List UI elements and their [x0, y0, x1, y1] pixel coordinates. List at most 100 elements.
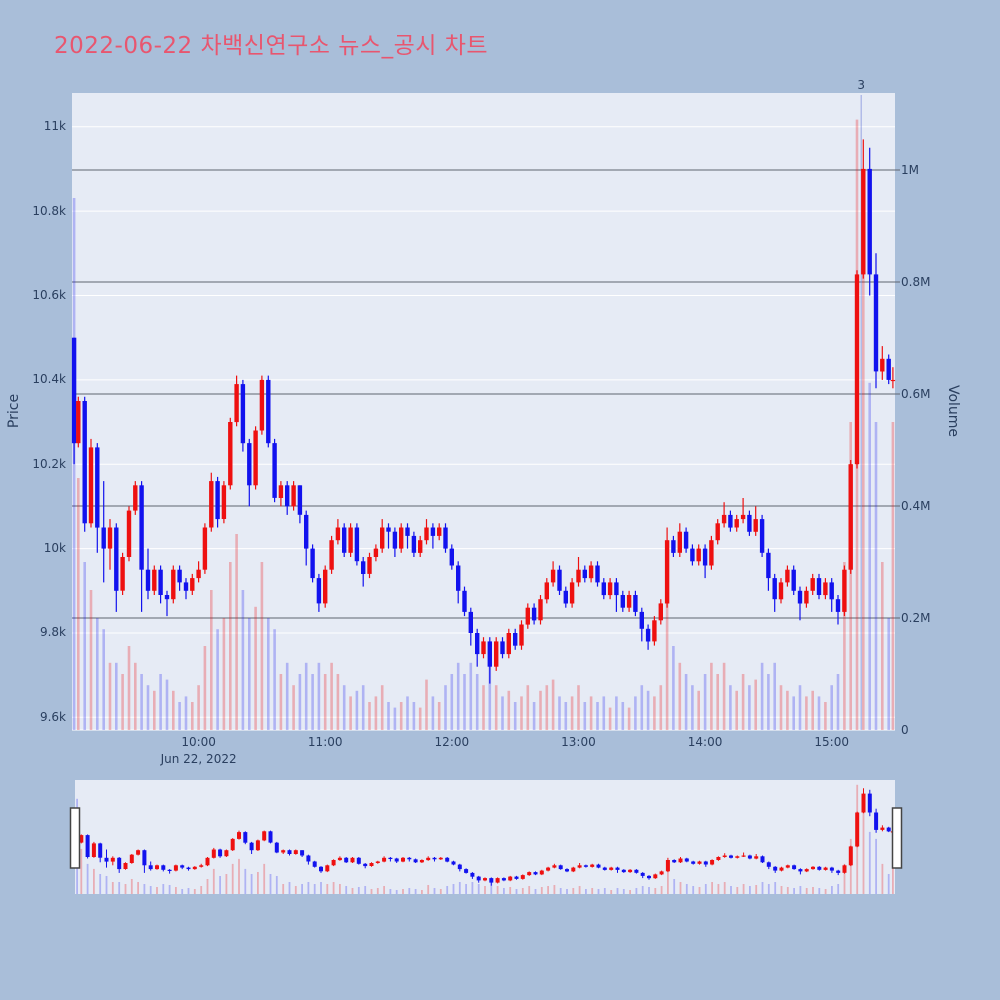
volume-bar: [545, 685, 549, 730]
candle-body: [418, 540, 423, 553]
main-plot-area[interactable]: [71, 93, 900, 731]
volume-bar: [843, 562, 846, 730]
candle-body: [659, 871, 664, 875]
candle-body: [804, 590, 809, 604]
volume-bar: [193, 889, 196, 894]
candle-body: [741, 855, 746, 857]
volume-bar: [406, 696, 409, 730]
candle-body: [495, 878, 500, 883]
volume-bar: [146, 685, 150, 730]
rangeslider-right-handle[interactable]: [891, 807, 903, 869]
candle-body: [520, 875, 525, 879]
volume-bar: [608, 707, 612, 730]
candle-body: [890, 379, 896, 382]
candle-body: [735, 856, 740, 858]
volume-bar: [317, 662, 321, 730]
candle-body: [645, 628, 651, 642]
volume-bar: [219, 876, 221, 894]
price-tick-label: 11k: [43, 119, 66, 134]
volume-tick-label: 0.8M: [901, 274, 931, 289]
rangeslider[interactable]: [69, 780, 903, 894]
candle-body: [218, 849, 223, 857]
candle-body: [114, 527, 119, 591]
volume-bar: [837, 884, 840, 894]
volume-bar: [503, 888, 505, 894]
volume-bar: [254, 606, 257, 730]
time-tick-label: 13:00: [561, 735, 596, 749]
volume-bar: [551, 679, 555, 730]
candle-body: [445, 857, 450, 862]
candle-body: [411, 535, 417, 553]
volume-bar: [307, 882, 310, 894]
candle-body: [123, 863, 128, 869]
candle-body: [658, 603, 663, 621]
candle-body: [621, 869, 626, 873]
volume-tick-label: 0.2M: [901, 610, 931, 625]
candle-body: [437, 527, 442, 536]
candle-body: [344, 857, 349, 863]
volume-bar: [301, 884, 303, 894]
volume-bar: [298, 674, 302, 730]
candle-body: [791, 569, 796, 591]
candle-body: [91, 843, 96, 857]
candle-body: [449, 548, 454, 566]
candle-body: [552, 865, 557, 868]
volume-bar: [469, 662, 473, 730]
volume-bar: [805, 696, 808, 730]
volume-bar: [501, 696, 504, 730]
volume-bar: [452, 884, 455, 894]
candle-body: [773, 866, 778, 871]
volume-bar: [191, 702, 194, 730]
candle-body: [874, 812, 879, 830]
candle-body: [76, 401, 81, 444]
volume-bar: [660, 886, 663, 894]
candle-body: [237, 832, 241, 839]
volume-bar: [736, 887, 739, 894]
candle-body: [753, 519, 758, 532]
candle-body: [487, 641, 492, 667]
rangeslider-background[interactable]: [75, 780, 895, 894]
candle-body: [615, 867, 620, 870]
volume-bar: [507, 690, 511, 730]
volume-bar: [124, 884, 127, 894]
volume-bar: [577, 685, 580, 730]
time-tick-label: 11:00: [307, 735, 343, 749]
rangeslider-left-handle[interactable]: [69, 807, 81, 869]
candle-body: [107, 527, 113, 549]
volume-bar: [622, 889, 625, 894]
candle-body: [183, 582, 189, 591]
volume-bar: [93, 868, 95, 894]
volume-bar: [703, 674, 707, 730]
candle-body: [867, 168, 872, 275]
volume-bar: [648, 887, 650, 894]
candle-body: [380, 527, 385, 549]
volume-bar: [640, 685, 644, 730]
volume-bar: [515, 889, 518, 894]
volume-bar: [111, 882, 114, 894]
candle-body: [785, 569, 790, 583]
volume-bar: [351, 888, 354, 894]
candle-body: [451, 861, 456, 865]
candle-body: [262, 831, 267, 841]
volume-bar: [817, 696, 821, 730]
volume-bar: [603, 888, 606, 894]
volume-bar: [383, 886, 385, 894]
volume-bar: [231, 863, 234, 894]
volume-bar: [477, 884, 480, 894]
volume-bar: [698, 887, 701, 894]
volume-bar: [471, 882, 474, 894]
volume-bar: [730, 886, 732, 894]
volume-bar: [685, 884, 688, 894]
candle-body: [71, 337, 77, 444]
candle-body: [565, 869, 569, 872]
candle-body: [550, 569, 556, 583]
volume-bar: [615, 696, 618, 730]
candle-body: [792, 865, 797, 870]
candle-body: [886, 358, 891, 380]
volume-bar: [439, 889, 442, 894]
volume-bar: [414, 889, 417, 894]
volume-bar: [336, 674, 340, 730]
volume-bar: [627, 707, 631, 730]
